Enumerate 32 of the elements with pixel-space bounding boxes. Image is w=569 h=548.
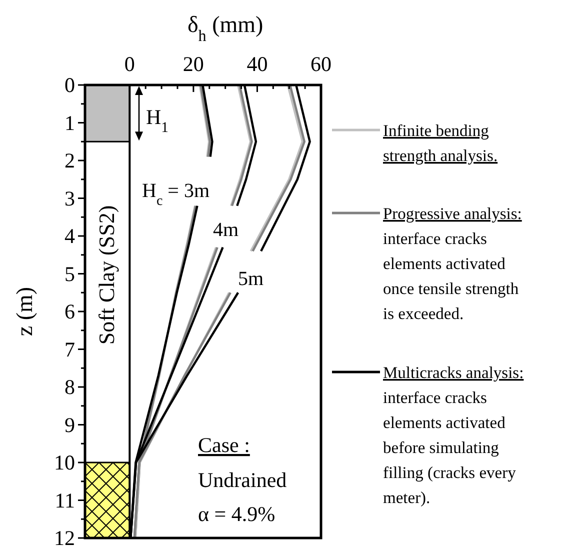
legend-label: Infinite bending strength analysis. — [383, 121, 498, 165]
y-tick-label: 6 — [64, 300, 75, 324]
text: interface cracks elements activated before simulating filling (cracks every meter). — [383, 388, 517, 507]
y-tick-label: 2 — [64, 148, 75, 172]
annotation: 4m — [213, 219, 239, 241]
y-tick-label: 11 — [54, 488, 75, 512]
y-tick-label: 0 — [64, 73, 75, 97]
annotation: H$_{c}$ = 3m — [142, 180, 210, 208]
annotation: Case : — [198, 433, 250, 457]
y-tick-label: 4 — [64, 224, 76, 248]
y-tick-label: 1 — [64, 110, 75, 135]
y-tick-label: 12 — [54, 526, 75, 548]
y-axis-title: z (m) — [12, 286, 37, 336]
y-tick-label: 7 — [64, 337, 75, 362]
annotation: Undrained — [198, 468, 288, 492]
y-tick-label: 10 — [54, 450, 75, 474]
y-tick-label: 3 — [64, 186, 75, 210]
annotation: H$_{1}$ — [146, 105, 169, 136]
legend-label: Progressive analysis: — [383, 204, 522, 223]
y-tick-label: 8 — [64, 375, 75, 399]
x-tick-label: 40 — [246, 52, 268, 76]
x-tick-label: 0 — [124, 52, 135, 76]
annotation: Soft Clay (SS2) — [94, 205, 119, 345]
annotation: α = 4.9% — [198, 502, 276, 526]
y-tick-label: 9 — [64, 412, 75, 437]
x-tick-label: 60 — [310, 52, 332, 76]
text: interface cracks elements activated once tensile strength is exceeded. — [383, 229, 520, 323]
legend-label: Multicracks analysis: — [383, 363, 524, 382]
y-tick-label: 5 — [64, 262, 75, 286]
x-axis-title: δ$_{h}$ (mm) — [187, 12, 264, 44]
annotation: 5m — [238, 268, 264, 290]
x-tick-label: 20 — [182, 52, 204, 76]
